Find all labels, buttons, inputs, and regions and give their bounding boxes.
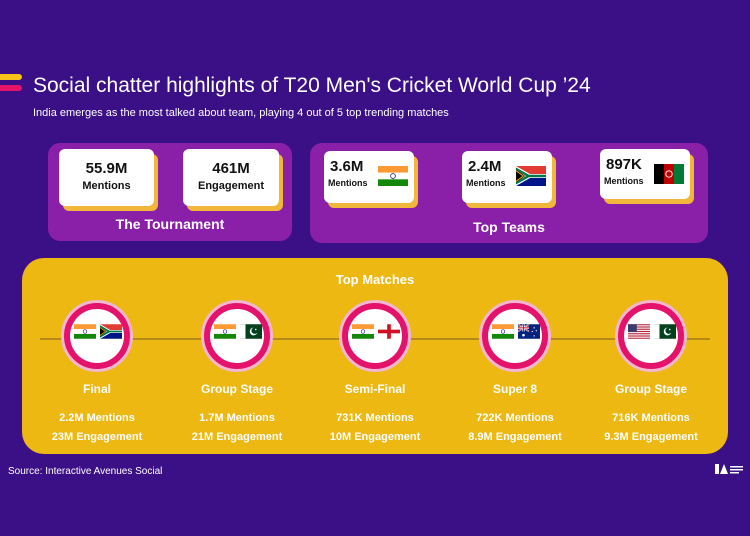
south-africa-flag-icon [516, 161, 546, 191]
pakistan-flag-icon [654, 324, 676, 339]
top-teams-panel: 3.6M Mentions 2.4M Mentions 897K Mention… [310, 143, 708, 243]
tournament-label: The Tournament [115, 216, 225, 232]
team-afghanistan-value: 897K [606, 156, 642, 173]
match-badge [61, 300, 133, 372]
top-teams-label: Top Teams [473, 219, 545, 235]
team-india-value: 3.6M [330, 158, 364, 175]
source-note: Source: Interactive Avenues Social [8, 466, 163, 477]
top-matches-title: Top Matches [335, 272, 415, 287]
pakistan-flag-icon [240, 324, 262, 339]
match-engagement: 8.9M Engagement [468, 431, 562, 443]
tournament-engagement-card: 461M Engagement [183, 149, 279, 206]
tournament-mentions-value: 55.9M [85, 160, 128, 177]
match-mentions: 1.7M Mentions [199, 412, 275, 424]
match-engagement: 23M Engagement [51, 431, 143, 443]
match-engagement: 9.3M Engagement [604, 431, 698, 443]
tournament-mentions-card: 55.9M Mentions [59, 149, 154, 206]
match-semi-final: Semi-Final 731K Mentions 10M Engagement [310, 300, 440, 443]
match-group-stage-usa-pak: Group Stage 716K Mentions 9.3M Engagemen… [586, 300, 716, 443]
match-stage: Group Stage [200, 382, 273, 396]
match-badge [615, 300, 687, 372]
team-card-south-africa: 2.4M Mentions [462, 151, 552, 203]
top-matches-panel: Top Matches Final 2.2M Mentions 23M Enga… [22, 258, 728, 454]
match-final: Final 2.2M Mentions 23M Engagement [32, 300, 162, 443]
team-card-india: 3.6M Mentions [324, 151, 414, 203]
match-mentions: 2.2M Mentions [59, 412, 135, 424]
match-engagement: 10M Engagement [329, 431, 421, 443]
india-flag-icon [352, 324, 374, 339]
match-badge [479, 300, 551, 372]
australia-flag-icon [518, 324, 540, 339]
match-badge [201, 300, 273, 372]
afghanistan-flag-icon [654, 159, 684, 189]
india-flag-icon [74, 324, 96, 339]
match-stage: Group Stage [614, 382, 687, 396]
team-south-africa-value: 2.4M [468, 158, 502, 175]
match-stage: Final [82, 382, 111, 396]
accent-bar-yellow [0, 74, 22, 80]
team-india-label: Mentions [328, 178, 368, 188]
interactive-avenues-logo-icon [715, 464, 743, 474]
england-flag-icon [378, 324, 400, 339]
match-mentions: 722K Mentions [476, 412, 554, 424]
india-flag-icon [214, 324, 236, 339]
india-flag-icon [492, 324, 514, 339]
match-group-stage-ind-pak: Group Stage 1.7M Mentions 21M Engagement [172, 300, 302, 443]
page-subtitle: India emerges as the most talked about t… [33, 107, 449, 119]
tournament-panel: 55.9M Mentions 461M Engagement The Tourn… [48, 143, 292, 241]
tournament-mentions-label: Mentions [82, 180, 131, 192]
page-title: Social chatter highlights of T20 Men's C… [33, 74, 591, 97]
usa-flag-icon [628, 324, 650, 339]
tournament-engagement-label: Engagement [197, 180, 264, 192]
south-africa-flag-icon [100, 324, 122, 339]
accent-bars [0, 74, 22, 96]
match-badge [339, 300, 411, 372]
tournament-engagement-value: 461M [212, 160, 250, 177]
match-super-8: Super 8 722K Mentions 8.9M Engagement [450, 300, 580, 443]
team-card-afghanistan: 897K Mentions [600, 149, 690, 199]
team-south-africa-label: Mentions [466, 178, 506, 188]
team-afghanistan-label: Mentions [604, 176, 644, 186]
match-stage: Semi-Final [344, 382, 406, 396]
match-mentions: 716K Mentions [612, 412, 690, 424]
india-flag-icon [378, 161, 408, 191]
accent-bar-pink [0, 85, 22, 91]
match-mentions: 731K Mentions [336, 412, 414, 424]
match-stage: Super 8 [492, 382, 537, 396]
match-engagement: 21M Engagement [191, 431, 283, 443]
